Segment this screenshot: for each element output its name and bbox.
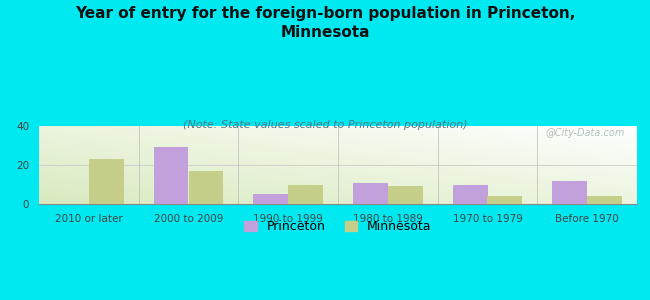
Legend: Princeton, Minnesota: Princeton, Minnesota: [239, 215, 437, 238]
Bar: [288, 184, 323, 204]
Bar: [188, 171, 224, 204]
Text: (Note: State values scaled to Princeton population): (Note: State values scaled to Princeton …: [183, 120, 467, 130]
Bar: [552, 181, 587, 204]
Bar: [153, 147, 188, 204]
Text: @City-Data.com: @City-Data.com: [545, 128, 625, 138]
Bar: [388, 186, 423, 204]
Bar: [587, 196, 622, 204]
Bar: [353, 182, 388, 204]
Text: Year of entry for the foreign-born population in Princeton,
Minnesota: Year of entry for the foreign-born popul…: [75, 6, 575, 40]
Bar: [488, 196, 523, 204]
Bar: [89, 159, 124, 204]
Bar: [452, 184, 488, 204]
Bar: [254, 194, 288, 204]
